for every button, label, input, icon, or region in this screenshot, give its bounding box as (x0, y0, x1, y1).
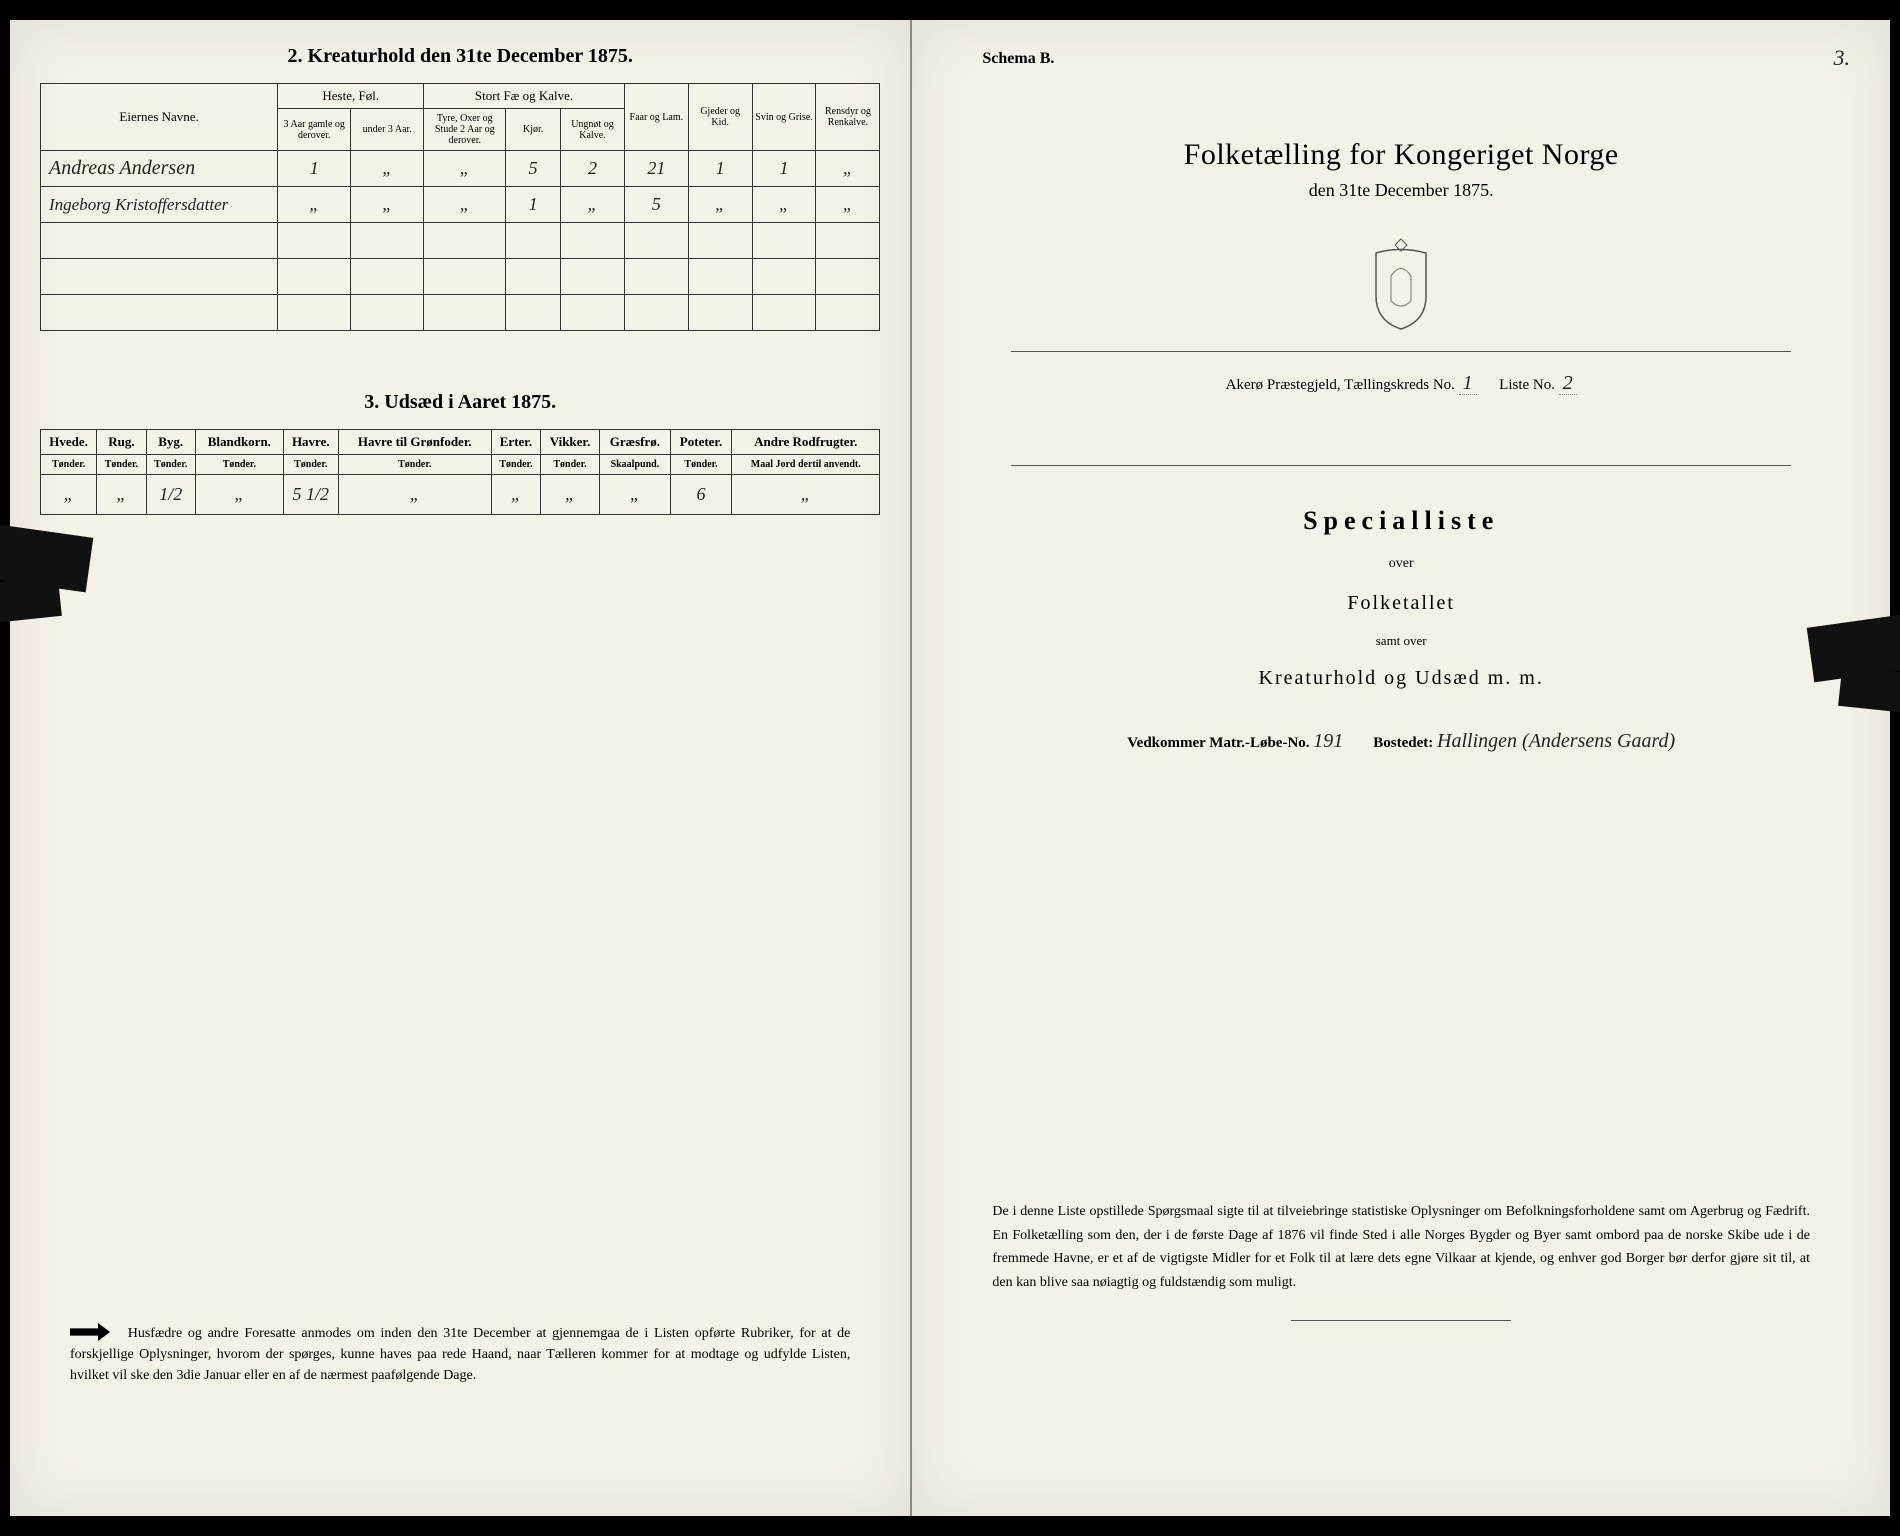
seed-value: 5 1/2 (283, 475, 338, 515)
left-footnote: Husfædre og andre Foresatte anmodes om i… (70, 1323, 850, 1386)
book-spread: 2. Kreaturhold den 31te December 1875. E… (0, 0, 1900, 1536)
divider (1011, 465, 1791, 466)
seed-col: Blandkorn. (195, 430, 283, 455)
col-goat: Gjeder og Kid. (688, 84, 752, 151)
seed-unit: Tønder. (195, 455, 283, 475)
seed-col: Byg. (146, 430, 195, 455)
col-h1: 3 Aar gamle og derover. (278, 109, 351, 151)
seed-value: 1/2 (146, 475, 195, 515)
seed-value: „ (599, 475, 670, 515)
specialliste-title: Specialliste (942, 506, 1860, 536)
col-c2: Kjør. (506, 109, 561, 151)
seed-value: „ (732, 475, 880, 515)
page-number: 3. (1833, 45, 1850, 71)
sub-date: den 31te December 1875. (942, 180, 1860, 201)
seed-unit: Tønder. (41, 455, 97, 475)
section2-title: 2. Kreaturhold den 31te December 1875. (40, 45, 880, 68)
table-row: Andreas Andersen 1 „ „ 5 2 21 1 1 „ (41, 151, 880, 187)
table-row (41, 223, 880, 259)
binder-clip (0, 576, 62, 624)
over-label: over (942, 556, 1860, 572)
col-c1: Tyre, Oxer og Stude 2 Aar og derover. (424, 109, 506, 151)
district-line: Akerø Præstegjeld, Tællingskreds No. 1 L… (942, 372, 1860, 395)
schema-label: Schema B. (982, 50, 1860, 68)
seed-col: Vikker. (541, 430, 600, 455)
seed-table: Hvede.Rug.Byg.Blandkorn.Havre.Havre til … (40, 429, 880, 515)
col-c3: Ungnøt og Kalve. (561, 109, 625, 151)
seed-unit: Tønder. (338, 455, 491, 475)
seed-unit: Tønder. (97, 455, 146, 475)
right-footnote: De i denne Liste opstillede Spørgsmaal s… (992, 1200, 1810, 1346)
left-page: 2. Kreaturhold den 31te December 1875. E… (10, 20, 912, 1516)
section3-title: 3. Udsæd i Aaret 1875. (40, 391, 880, 414)
col-sheep: Faar og Lam. (624, 84, 688, 151)
seed-unit: Tønder. (491, 455, 540, 475)
seed-col: Erter. (491, 430, 540, 455)
table-row (41, 295, 880, 331)
col-reindeer: Rensdyr og Renkalve. (816, 84, 880, 151)
col-pig: Svin og Grise. (752, 84, 816, 151)
seed-unit: Maal Jord dertil anvendt. (732, 455, 880, 475)
binder-clip (1838, 666, 1900, 714)
matr-line: Vedkommer Matr.-Løbe-No. 191 Bostedet: H… (942, 730, 1860, 753)
seed-value: „ (491, 475, 540, 515)
right-page: Schema B. 3. Folketælling for Kongeriget… (912, 20, 1890, 1516)
seed-col: Rug. (97, 430, 146, 455)
seed-unit: Tønder. (146, 455, 195, 475)
divider (1291, 1320, 1511, 1321)
seed-value: „ (338, 475, 491, 515)
seed-value: 6 (670, 475, 731, 515)
seed-unit: Tønder. (541, 455, 600, 475)
coat-of-arms-icon (1361, 231, 1441, 331)
kreaturhold-label: Kreaturhold og Udsæd m. m. (942, 667, 1860, 690)
table-row (41, 259, 880, 295)
seed-value: „ (41, 475, 97, 515)
seed-unit: Skaalpund. (599, 455, 670, 475)
col-horses: Heste, Føl. (278, 84, 424, 109)
col-cattle: Stort Fæ og Kalve. (424, 84, 625, 109)
seed-col: Andre Rodfrugter. (732, 430, 880, 455)
seed-col: Hvede. (41, 430, 97, 455)
col-h2: under 3 Aar. (351, 109, 424, 151)
divider (1011, 351, 1791, 352)
col-owner: Eiernes Navne. (41, 84, 278, 151)
seed-unit: Tønder. (283, 455, 338, 475)
table-row: Ingeborg Kristoffersdatter „ „ „ 1 „ 5 „… (41, 187, 880, 223)
seed-value: „ (195, 475, 283, 515)
seed-col: Græsfrø. (599, 430, 670, 455)
seed-col: Havre til Grønfoder. (338, 430, 491, 455)
main-title: Folketælling for Kongeriget Norge (942, 138, 1860, 172)
seed-col: Poteter. (670, 430, 731, 455)
samt-label: samt over (942, 633, 1860, 649)
seed-value: „ (97, 475, 146, 515)
seed-col: Havre. (283, 430, 338, 455)
hand-pointer-icon (70, 1323, 110, 1341)
seed-value: „ (541, 475, 600, 515)
livestock-table: Eiernes Navne. Heste, Føl. Stort Fæ og K… (40, 83, 880, 331)
folketallet-label: Folketallet (942, 592, 1860, 615)
seed-unit: Tønder. (670, 455, 731, 475)
